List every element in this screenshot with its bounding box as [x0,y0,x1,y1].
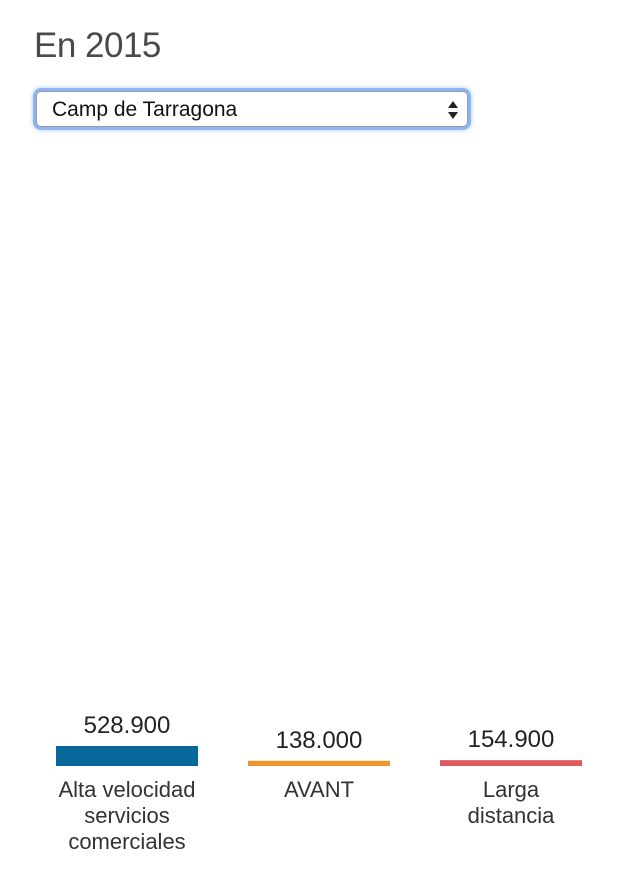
value-label: 138.000 [275,726,363,754]
station-select[interactable]: Camp de Tarragona [36,91,468,127]
select-arrows-icon [448,101,458,119]
station-select-value: Camp de Tarragona [52,98,238,121]
bar-alta-velocidad [56,746,198,766]
category-label: Larga distancia [467,777,555,828]
bar-avant [248,760,390,766]
bar-larga-distancia [440,760,582,766]
value-label: 154.900 [467,726,555,754]
page-title: En 2015 [34,26,161,65]
category-label: AVANT [283,777,355,802]
category-label: Alta velocidad servicios comerciales [58,777,196,854]
value-label: 528.900 [83,712,171,739]
